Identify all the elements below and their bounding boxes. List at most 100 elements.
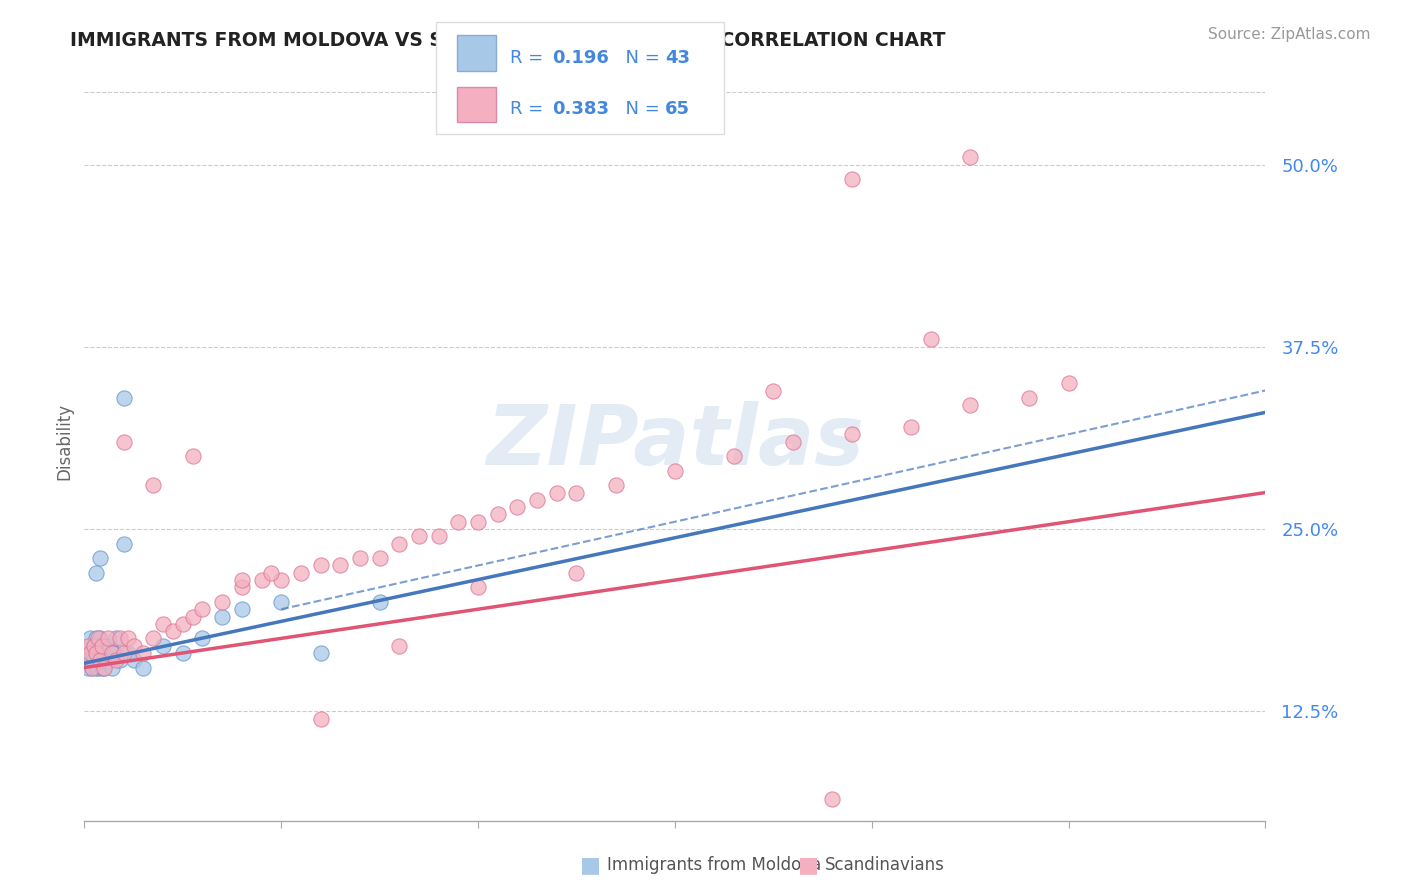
Point [132, 660, 155, 674]
Point [152, 639, 174, 653]
Point [565, 485, 588, 500]
Point [87, 632, 110, 646]
Point [664, 464, 686, 478]
Point [104, 632, 127, 646]
Point [605, 478, 627, 492]
Point [486, 508, 509, 522]
Point [782, 434, 804, 449]
Point [920, 333, 942, 347]
Point [181, 449, 204, 463]
Point [368, 595, 391, 609]
Point [309, 646, 332, 660]
Text: 65: 65 [665, 100, 690, 118]
Point [270, 595, 292, 609]
Text: Scandinavians: Scandinavians [825, 856, 945, 874]
Point [82, 660, 104, 674]
Point [959, 150, 981, 164]
Point [388, 639, 411, 653]
Point [290, 566, 312, 580]
Text: N =: N = [614, 100, 666, 118]
Text: Immigrants from Moldova: Immigrants from Moldova [607, 856, 821, 874]
Point [89, 653, 111, 667]
Point [723, 449, 745, 463]
Point [467, 580, 489, 594]
Point [526, 492, 548, 507]
Point [427, 529, 450, 543]
Point [93, 660, 115, 674]
Text: ■: ■ [581, 855, 600, 875]
Point [89, 551, 111, 566]
Point [162, 624, 184, 639]
Text: ZIPatlas: ZIPatlas [486, 401, 863, 482]
Text: ■: ■ [799, 855, 818, 875]
Point [108, 632, 131, 646]
Point [181, 609, 204, 624]
Point [79, 646, 101, 660]
Point [84, 646, 107, 660]
Point [329, 558, 352, 573]
Point [87, 646, 110, 660]
Point [467, 515, 489, 529]
Point [117, 632, 139, 646]
Text: N =: N = [614, 48, 666, 67]
Point [97, 653, 120, 667]
Point [91, 639, 114, 653]
Point [142, 478, 165, 492]
Point [112, 434, 135, 449]
Point [79, 653, 101, 667]
Point [117, 646, 139, 660]
Point [87, 660, 110, 674]
Point [142, 632, 165, 646]
Point [122, 639, 145, 653]
Point [762, 384, 785, 398]
Point [82, 646, 104, 660]
Text: 0.383: 0.383 [553, 100, 610, 118]
Point [231, 573, 253, 587]
Point [77, 639, 100, 653]
Point [122, 653, 145, 667]
Point [91, 660, 114, 674]
Point [108, 653, 131, 667]
Point [172, 646, 194, 660]
Text: Source: ZipAtlas.com: Source: ZipAtlas.com [1208, 27, 1371, 42]
Point [309, 558, 332, 573]
Point [112, 646, 135, 660]
Point [349, 551, 371, 566]
Point [112, 391, 135, 405]
Point [900, 420, 922, 434]
Point [89, 632, 111, 646]
Point [132, 646, 155, 660]
Point [77, 639, 100, 653]
Point [211, 595, 233, 609]
Point [79, 632, 101, 646]
Point [83, 653, 105, 667]
Point [93, 660, 115, 674]
Point [101, 660, 124, 674]
Point [447, 515, 470, 529]
Point [84, 566, 107, 580]
Text: IMMIGRANTS FROM MOLDOVA VS SCANDINAVIAN DISABILITY CORRELATION CHART: IMMIGRANTS FROM MOLDOVA VS SCANDINAVIAN … [70, 31, 946, 50]
Point [93, 646, 115, 660]
Point [231, 580, 253, 594]
Point [77, 660, 100, 674]
Point [309, 712, 332, 726]
Point [94, 646, 117, 660]
Point [388, 536, 411, 550]
Point [82, 660, 104, 674]
Point [93, 639, 115, 653]
Point [1018, 391, 1040, 405]
Point [152, 616, 174, 631]
Point [75, 646, 97, 660]
Point [211, 609, 233, 624]
Point [89, 653, 111, 667]
Point [250, 573, 273, 587]
Point [841, 172, 863, 186]
Text: R =: R = [510, 100, 550, 118]
Point [546, 485, 568, 500]
Point [91, 653, 114, 667]
Point [565, 566, 588, 580]
Point [821, 791, 844, 805]
Point [104, 653, 127, 667]
Text: R =: R = [510, 48, 550, 67]
Point [84, 660, 107, 674]
